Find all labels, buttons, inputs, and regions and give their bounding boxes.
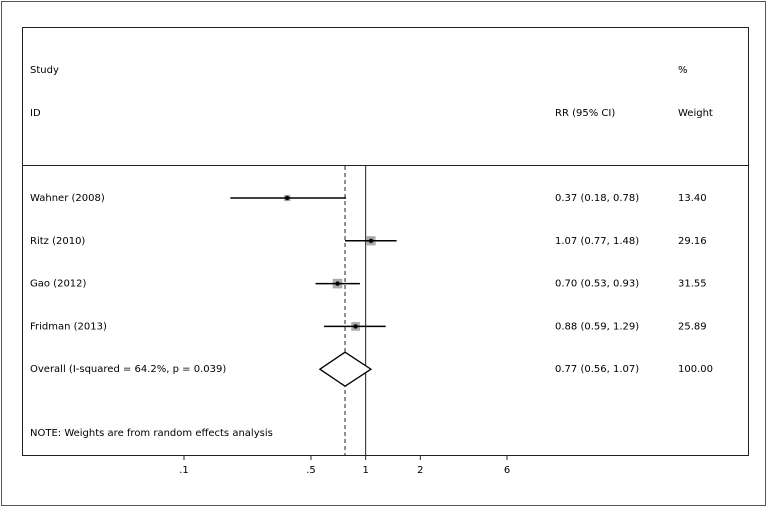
study-label: Gao (2012) [30,279,87,290]
header-id: ID [30,108,41,119]
study-label: Fridman (2013) [30,321,107,332]
header-weight: Weight [678,108,713,119]
ci-label: 0.88 (0.59, 1.29) [555,321,639,332]
weight-label: 25.89 [678,321,707,332]
point-estimate [335,281,340,286]
point-estimate [353,324,358,329]
plot-frame [22,27,749,456]
header-ci: RR (95% CI) [555,108,615,119]
x-tick-label: .1 [179,465,189,476]
x-tick-label: 6 [504,465,510,476]
weight-label: 13.40 [678,193,707,204]
weight-label: 100.00 [678,364,713,375]
x-tick-label: .5 [306,465,316,476]
point-estimate [368,238,374,243]
weight-label: 29.16 [678,236,707,247]
study-label: Overall (I-squared = 64.2%, p = 0.039) [30,364,226,375]
point-estimate [285,195,290,201]
ci-label: 1.07 (0.77, 1.48) [555,236,639,247]
ci-label: 0.37 (0.18, 0.78) [555,193,639,204]
x-tick-label: 1 [362,465,368,476]
ci-label: 0.77 (0.56, 1.07) [555,364,639,375]
header-study: Study [30,65,59,76]
ci-label: 0.70 (0.53, 0.93) [555,279,639,290]
header-percent: % [678,65,688,76]
x-tick-label: 2 [417,465,423,476]
study-label: Wahner (2008) [30,193,105,204]
overall-diamond [318,351,373,387]
weight-label: 31.55 [678,279,707,290]
study-label: Ritz (2010) [30,236,85,247]
note: NOTE: Weights are from random effects an… [30,428,273,439]
